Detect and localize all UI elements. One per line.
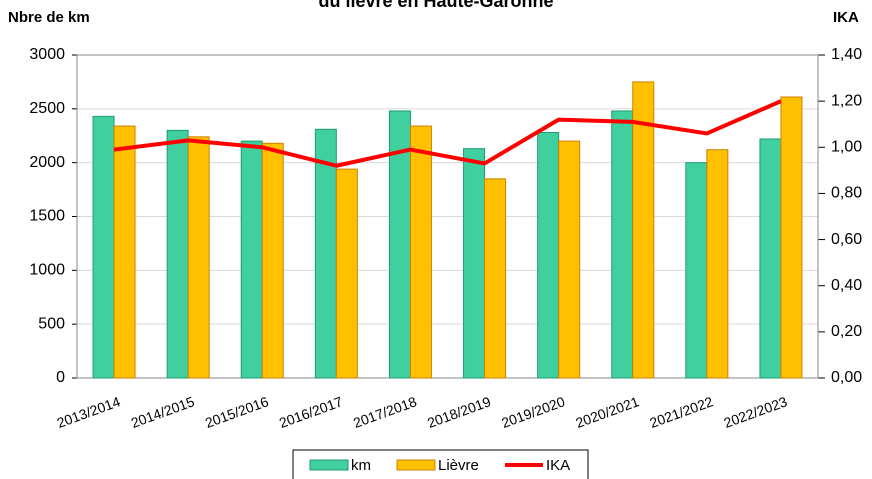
x-tick-label: 2014/2015 bbox=[129, 393, 197, 431]
y2-tick-label: 0,60 bbox=[831, 231, 862, 248]
legend-label: km bbox=[351, 457, 371, 474]
bar bbox=[166, 129, 189, 379]
bar bbox=[187, 136, 210, 379]
bar bbox=[409, 125, 432, 379]
legend-label: Lièvre bbox=[438, 457, 479, 474]
y2-tick-label: 1,20 bbox=[831, 92, 862, 109]
x-tick-label: 2018/2019 bbox=[425, 393, 493, 431]
y-axis-title: Nbre de km bbox=[8, 9, 90, 26]
plot-border bbox=[76, 54, 819, 379]
x-tick-label: 2021/2022 bbox=[647, 393, 715, 431]
bar bbox=[537, 132, 560, 379]
y-tick-label: 1500 bbox=[29, 208, 65, 225]
x-tick-label: 2020/2021 bbox=[573, 393, 641, 431]
legend-swatch bbox=[396, 459, 436, 471]
line-series bbox=[113, 99, 782, 168]
y2-tick-label: 1,40 bbox=[831, 46, 862, 63]
bar bbox=[706, 149, 729, 379]
bar bbox=[780, 96, 803, 379]
y2-axis-title: IKA bbox=[833, 9, 859, 26]
bar bbox=[335, 168, 358, 379]
y2-tick-label: 0,80 bbox=[831, 185, 862, 202]
y2-tick-label: 0,20 bbox=[831, 323, 862, 340]
bar bbox=[759, 138, 782, 379]
x-tick-label: 2022/2023 bbox=[722, 393, 790, 431]
x-tick-label: 2016/2017 bbox=[277, 393, 345, 431]
legend-label: IKA bbox=[546, 457, 570, 474]
y-tick-label: 0 bbox=[56, 369, 65, 386]
bar bbox=[113, 125, 136, 379]
y2-tick-label: 1,00 bbox=[831, 139, 862, 156]
y-tick-label: 2000 bbox=[29, 154, 65, 171]
y2-tick-label: 0,40 bbox=[831, 277, 862, 294]
x-tick-label: 2019/2020 bbox=[499, 393, 567, 431]
bar bbox=[632, 81, 655, 379]
chart-title: du lièvre en Haute-Garonne bbox=[318, 0, 553, 11]
bar bbox=[558, 140, 581, 379]
bar bbox=[261, 142, 284, 379]
y-tick-label: 500 bbox=[38, 315, 65, 332]
x-tick-label: 2017/2018 bbox=[351, 393, 419, 431]
x-tick-label: 2013/2014 bbox=[55, 393, 123, 431]
y-tick-label: 3000 bbox=[29, 46, 65, 63]
bar bbox=[463, 148, 486, 379]
y-tick-label: 1000 bbox=[29, 262, 65, 279]
legend-swatch bbox=[309, 459, 349, 471]
y2-tick-label: 0,00 bbox=[831, 369, 862, 386]
x-tick-label: 2015/2016 bbox=[203, 393, 271, 431]
bar bbox=[685, 162, 708, 379]
bar bbox=[484, 178, 507, 379]
bar bbox=[92, 115, 115, 379]
y-tick-label: 2500 bbox=[29, 100, 65, 117]
bar bbox=[611, 110, 634, 379]
bar bbox=[240, 140, 263, 379]
